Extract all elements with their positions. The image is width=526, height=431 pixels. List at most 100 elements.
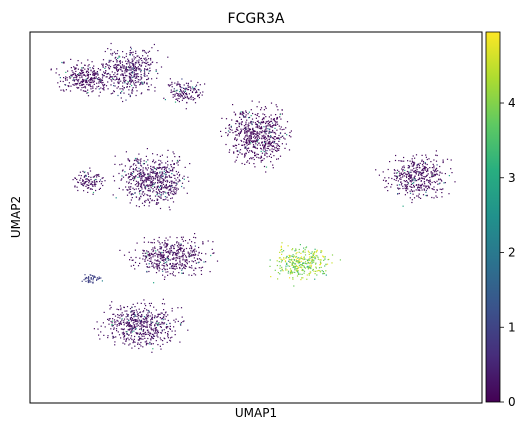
scatter-point	[279, 128, 281, 130]
scatter-point	[139, 262, 141, 264]
scatter-point	[267, 120, 270, 122]
scatter-point	[225, 127, 227, 129]
scatter-point	[129, 202, 131, 204]
scatter-point	[82, 183, 84, 185]
scatter-point	[186, 89, 188, 91]
scatter-point	[102, 66, 104, 68]
scatter-point	[96, 71, 98, 73]
scatter-point	[122, 100, 124, 103]
scatter-point	[250, 122, 252, 124]
scatter-point	[137, 161, 139, 163]
scatter-point	[97, 72, 99, 74]
scatter-point	[279, 265, 281, 267]
scatter-point	[175, 98, 177, 100]
scatter-point	[174, 265, 176, 268]
scatter-point	[139, 325, 141, 327]
scatter-point	[116, 66, 118, 69]
scatter-point	[148, 310, 150, 312]
scatter-point	[129, 50, 131, 52]
scatter-point	[420, 171, 422, 173]
scatter-point	[132, 328, 134, 330]
scatter-point	[158, 192, 160, 194]
scatter-point	[123, 92, 125, 94]
scatter-point	[429, 167, 431, 169]
scatter-point	[170, 180, 172, 182]
scatter-point	[131, 80, 133, 82]
scatter-point	[433, 181, 435, 183]
scatter-point	[189, 266, 191, 269]
scatter-point	[169, 339, 171, 341]
scatter-point	[243, 116, 245, 118]
scatter-point	[239, 131, 241, 133]
scatter-point	[173, 247, 175, 250]
scatter-point	[272, 140, 274, 142]
scatter-point	[133, 188, 135, 191]
scatter-point	[97, 328, 99, 330]
scatter-point	[172, 94, 174, 96]
scatter-point	[278, 261, 280, 263]
scatter-point	[258, 125, 260, 127]
scatter-point	[185, 93, 187, 95]
scatter-point	[151, 183, 153, 185]
scatter-point	[103, 71, 105, 73]
scatter-point	[158, 322, 160, 324]
scatter-point	[277, 158, 279, 160]
scatter-point	[183, 248, 185, 250]
scatter-point	[156, 191, 158, 193]
scatter-point	[150, 178, 152, 180]
scatter-point	[306, 274, 308, 276]
scatter-point	[111, 324, 113, 326]
scatter-point	[135, 180, 137, 182]
scatter-point	[157, 259, 159, 261]
scatter-point	[169, 325, 171, 327]
scatter-point	[143, 241, 145, 243]
scatter-point	[248, 142, 250, 144]
scatter-point	[140, 164, 142, 166]
scatter-point	[310, 266, 312, 268]
scatter-point	[312, 261, 314, 263]
scatter-point	[140, 71, 142, 73]
scatter-point	[142, 191, 144, 193]
scatter-point	[397, 193, 399, 195]
scatter-point	[141, 62, 143, 64]
scatter-point	[78, 83, 81, 85]
scatter-point	[161, 254, 163, 256]
scatter-point	[409, 176, 412, 178]
scatter-point	[430, 171, 432, 173]
scatter-point	[133, 341, 135, 343]
scatter-point	[401, 173, 403, 176]
scatter-point	[93, 80, 95, 82]
scatter-point	[94, 179, 96, 181]
scatter-point	[397, 180, 399, 182]
scatter-point	[413, 197, 416, 199]
scatter-point	[104, 180, 106, 182]
scatter-point	[137, 176, 139, 178]
scatter-point	[272, 125, 274, 127]
scatter-point	[149, 343, 151, 345]
scatter-point	[101, 82, 103, 84]
scatter-point	[255, 133, 257, 135]
scatter-point	[256, 147, 258, 150]
scatter-point	[280, 246, 282, 248]
scatter-point	[129, 175, 131, 177]
scatter-point	[398, 188, 400, 190]
scatter-point	[156, 260, 158, 262]
scatter-point	[78, 79, 80, 81]
scatter-point	[73, 79, 75, 81]
scatter-point	[284, 138, 286, 140]
scatter-point	[145, 62, 147, 64]
scatter-point	[117, 94, 119, 97]
scatter-point	[142, 180, 144, 182]
scatter-point	[94, 184, 96, 186]
scatter-point	[87, 173, 89, 175]
scatter-point	[411, 161, 413, 163]
scatter-point	[270, 144, 272, 147]
scatter-point	[311, 251, 313, 253]
scatter-point	[118, 77, 120, 79]
scatter-point	[431, 181, 433, 184]
scatter-point	[70, 74, 72, 76]
scatter-point	[316, 250, 318, 252]
scatter-point	[128, 322, 130, 325]
scatter-point	[271, 141, 274, 143]
scatter-point	[122, 331, 125, 333]
